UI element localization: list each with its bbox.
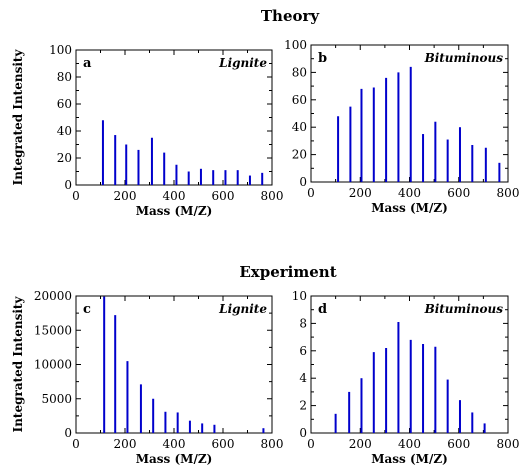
x-tick-label: 600 — [212, 189, 235, 203]
y-tick-label: 60 — [57, 97, 72, 111]
y-tick-label: 4 — [299, 371, 307, 385]
y-tick-label: 20 — [57, 151, 72, 165]
y-tick-label: 15000 — [34, 323, 72, 337]
y-tick-label: 60 — [292, 93, 307, 107]
x-tick-label: 800 — [497, 437, 520, 451]
y-tick-label: 100 — [49, 43, 72, 57]
x-axis-label: Mass (M/Z) — [136, 452, 213, 466]
sample-label: Lignite — [218, 56, 267, 70]
panel-letter: b — [318, 51, 327, 66]
plot-frame — [75, 295, 273, 434]
y-axis-label: Integrated Intensity — [11, 296, 25, 433]
y-tick-label: 6 — [299, 344, 307, 358]
y-tick-label: 40 — [57, 124, 72, 138]
panel-letter: c — [83, 302, 91, 317]
y-tick-label: 20000 — [34, 289, 72, 303]
y-tick-label: 40 — [292, 120, 307, 134]
x-tick-label: 600 — [212, 437, 235, 451]
sample-label: Bituminous — [424, 51, 504, 65]
x-axis-label: Mass (M/Z) — [371, 201, 448, 215]
x-tick-label: 0 — [72, 189, 80, 203]
y-tick-label: 100 — [284, 38, 307, 52]
x-tick-label: 400 — [163, 437, 186, 451]
x-tick-label: 200 — [349, 437, 372, 451]
y-tick-label: 80 — [57, 70, 72, 84]
plot-frame — [310, 44, 509, 183]
y-tick-label: 2 — [299, 399, 307, 413]
x-tick-label: 800 — [261, 189, 284, 203]
panel-c: 0 200 400 600 800 0 5000 10000 15000 20000 c Lignit… — [11, 289, 283, 466]
x-tick-label: 600 — [447, 437, 470, 451]
x-tick-label: 200 — [114, 189, 137, 203]
x-tick-label: 0 — [307, 437, 315, 451]
x-tick-label: 400 — [398, 186, 421, 200]
theory-heading: Theory — [261, 7, 321, 25]
y-tick-label: 80 — [292, 65, 307, 79]
plot-frame — [75, 49, 273, 186]
x-axis-label: Mass (M/Z) — [371, 452, 448, 466]
sample-label: Lignite — [218, 302, 267, 316]
x-tick-label: 0 — [72, 437, 80, 451]
sample-label: Bituminous — [424, 302, 504, 316]
x-axis-label: Mass (M/Z) — [136, 204, 213, 218]
x-tick-label: 200 — [349, 186, 372, 200]
x-tick-label: 400 — [163, 189, 186, 203]
x-tick-label: 600 — [447, 186, 470, 200]
y-tick-label: 10000 — [34, 358, 72, 372]
y-tick-label: 5000 — [41, 392, 72, 406]
panel-letter: d — [318, 302, 327, 317]
y-tick-label: 0 — [64, 178, 72, 192]
y-tick-label: 0 — [299, 175, 307, 189]
x-tick-label: 800 — [261, 437, 284, 451]
panel-letter: a — [83, 56, 92, 71]
y-tick-label: 0 — [64, 426, 72, 440]
y-tick-label: 8 — [299, 316, 307, 330]
x-tick-label: 800 — [497, 186, 520, 200]
y-tick-label: 10 — [292, 289, 307, 303]
panel-b: 0 200 400 600 800 0 20 40 60 80 100 b Bituminous Mass… — [284, 38, 519, 215]
y-tick-label: 0 — [299, 426, 307, 440]
y-tick-label: 20 — [292, 148, 307, 162]
panel-d: 0 200 400 600 800 0 2 4 6 8 10 d Bituminous Mass (M/Z… — [292, 289, 520, 466]
x-tick-label: 200 — [114, 437, 137, 451]
x-tick-label: 0 — [307, 186, 315, 200]
panel-a: 0 200 400 600 800 0 20 40 60 80 100 a Lignite Mass (M… — [11, 43, 283, 218]
y-axis-label: Integrated Intensity — [11, 49, 25, 186]
experiment-heading: Experiment — [239, 263, 336, 281]
plot-frame — [310, 295, 509, 434]
x-tick-label: 400 — [398, 437, 421, 451]
